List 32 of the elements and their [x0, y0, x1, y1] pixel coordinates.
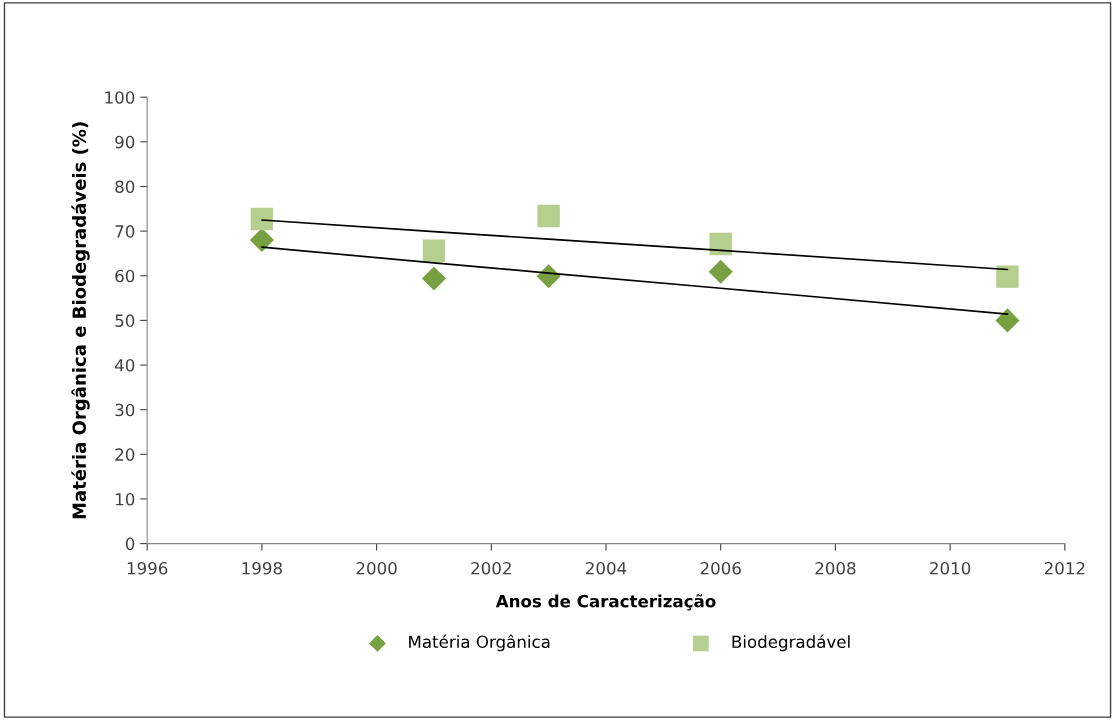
y-tick-label: 20: [115, 448, 135, 461]
x-tick-label: 2004: [586, 561, 627, 575]
y-tick-label: 50: [115, 314, 135, 327]
y-tick-label: 100: [105, 91, 135, 104]
y-axis-title: Matéria Orgânica e Biodegradáveis (%): [71, 122, 90, 519]
y-tick-label: 30: [115, 403, 135, 417]
legend-label: Matéria Orgânica: [409, 634, 550, 652]
point: [422, 239, 446, 262]
y-tick-label: 70: [115, 225, 135, 238]
y-tick-label: 40: [114, 359, 135, 372]
point: [537, 204, 560, 228]
x-tick-label: 2008: [815, 561, 856, 575]
x-tick-label: 2002: [471, 561, 511, 575]
point: [249, 228, 274, 253]
x-tick-label: 2012: [1044, 561, 1085, 575]
y-tick-label: 0: [125, 537, 135, 551]
x-tick-label: 2010: [930, 561, 971, 575]
x-tick-label: 2000: [356, 561, 397, 575]
point: [995, 308, 1020, 333]
y-tick-label: 10: [116, 492, 135, 506]
point: [250, 207, 274, 231]
x-tick-label: 1996: [127, 561, 168, 575]
x-tick-label: 1998: [242, 561, 282, 575]
y-tick-label: 80: [115, 180, 135, 194]
point: [708, 259, 733, 284]
y-tick-label: 60: [115, 269, 135, 283]
y-tick-label: 90: [115, 135, 135, 149]
point: [421, 266, 446, 291]
x-axis-title: Anos de Caracterização: [495, 594, 716, 611]
legend-label: Biodegradável: [732, 634, 850, 652]
x-tick-label: 2006: [700, 561, 741, 575]
point: [996, 265, 1019, 288]
